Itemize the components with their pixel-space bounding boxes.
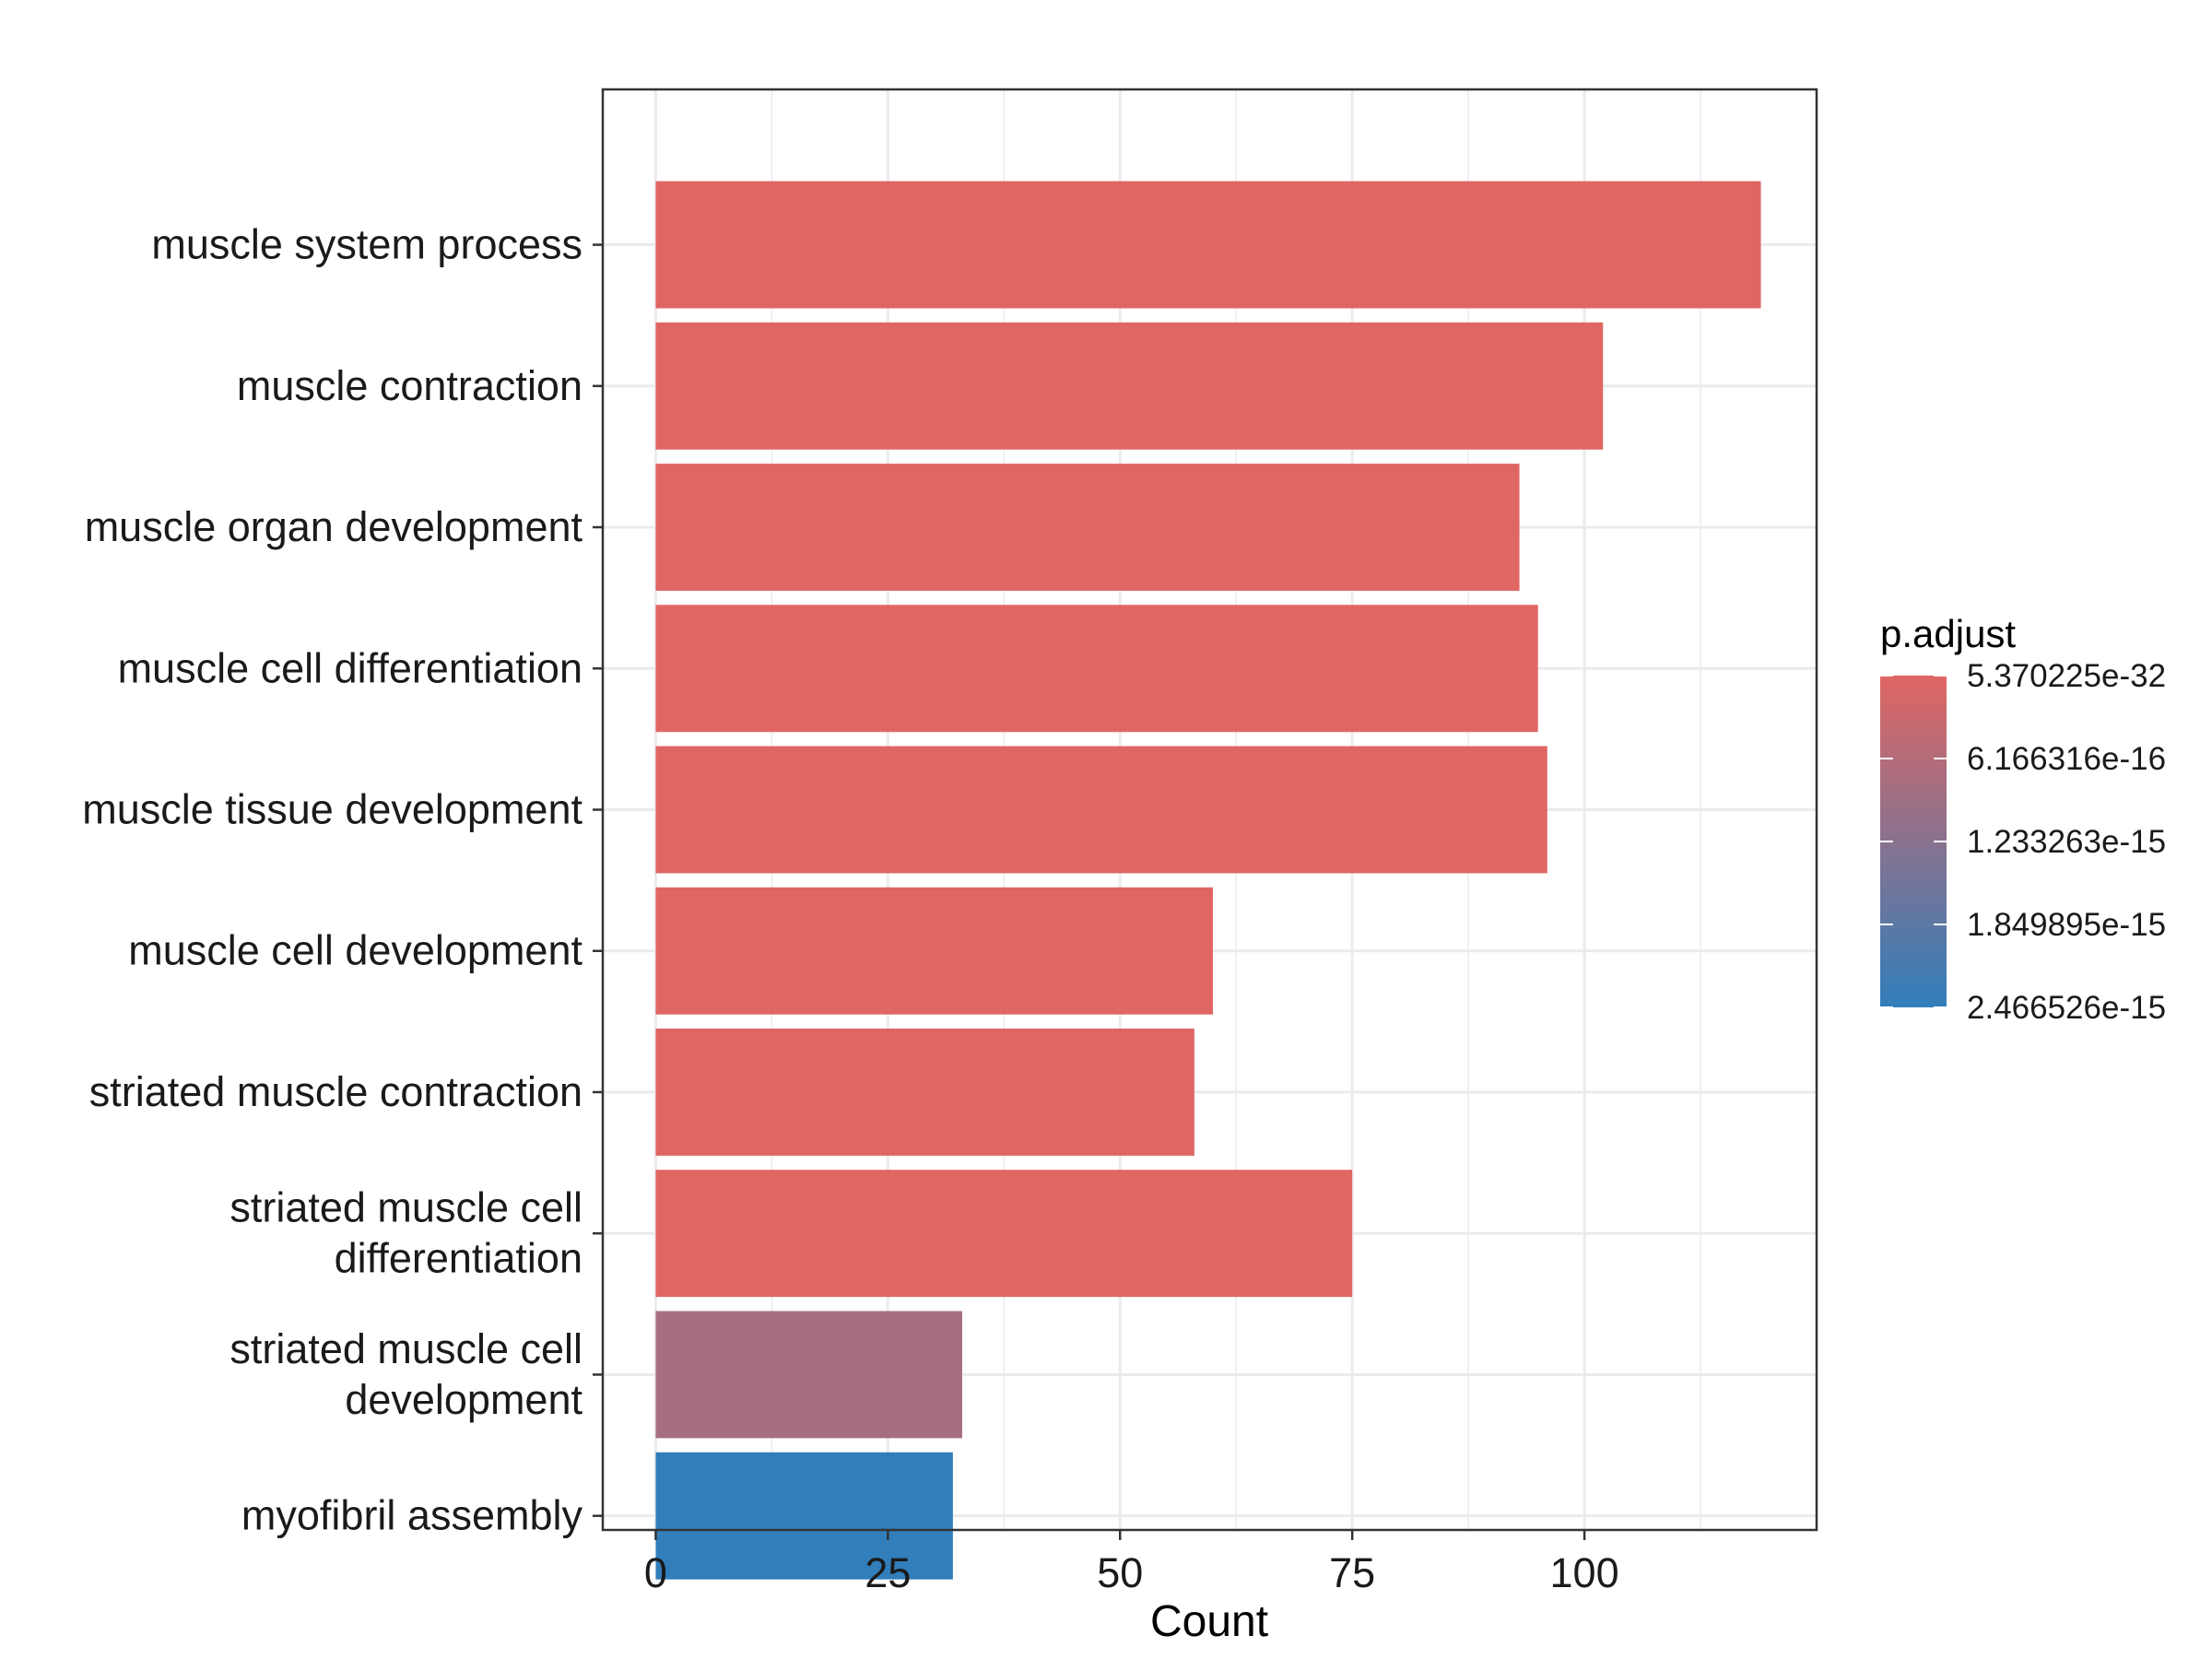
bar bbox=[655, 1311, 962, 1439]
legend-tick-label: 1.233263e-15 bbox=[1967, 824, 2166, 860]
bar bbox=[655, 1452, 953, 1580]
y-tick-label: muscle organ development bbox=[85, 503, 583, 550]
legend-tick-label: 1.849895e-15 bbox=[1967, 907, 2166, 943]
bar bbox=[655, 746, 1547, 874]
y-tick-label: muscle cell development bbox=[128, 927, 582, 974]
y-axis: muscle system process muscle contraction m… bbox=[82, 221, 603, 1539]
bars bbox=[655, 181, 1761, 1580]
x-axis-title: Count bbox=[1150, 1597, 1268, 1646]
x-tick-label: 75 bbox=[1329, 1549, 1375, 1596]
y-tick-label: striated muscle cell differentiation bbox=[229, 1184, 582, 1282]
bar bbox=[655, 1029, 1194, 1156]
y-tick-label: myofibril assembly bbox=[241, 1492, 583, 1539]
legend: p.adjust 5.370225e-32 6.166316e-16 1.23326… bbox=[1880, 612, 2166, 1026]
legend-title: p.adjust bbox=[1880, 612, 2016, 655]
y-tick-label: muscle contraction bbox=[237, 362, 582, 409]
bar bbox=[655, 1170, 1353, 1298]
x-tick-label: 25 bbox=[865, 1549, 911, 1596]
legend-ticks: 5.370225e-32 6.166316e-16 1.233263e-15 1.84… bbox=[1880, 658, 2166, 1026]
x-tick-label: 0 bbox=[644, 1549, 667, 1596]
x-axis: 0 25 50 75 100 bbox=[644, 1530, 1619, 1596]
x-tick-label: 50 bbox=[1097, 1549, 1143, 1596]
y-tick-label: muscle tissue development bbox=[82, 786, 582, 833]
y-tick-label: striated muscle contraction bbox=[89, 1068, 582, 1115]
x-tick-label: 100 bbox=[1550, 1549, 1619, 1596]
y-tick-label: striated muscle cell development bbox=[229, 1325, 582, 1423]
bar bbox=[655, 887, 1214, 1015]
bar bbox=[655, 322, 1604, 450]
y-tick-label: muscle system process bbox=[151, 221, 582, 268]
legend-tick-label: 2.466526e-15 bbox=[1967, 990, 2166, 1026]
y-tick-label: muscle cell differentiation bbox=[118, 644, 582, 691]
legend-tick-label: 6.166316e-16 bbox=[1967, 741, 2166, 777]
bar bbox=[655, 464, 1520, 591]
bar bbox=[655, 605, 1538, 733]
bar bbox=[655, 181, 1761, 309]
legend-tick-label: 5.370225e-32 bbox=[1967, 658, 2166, 694]
